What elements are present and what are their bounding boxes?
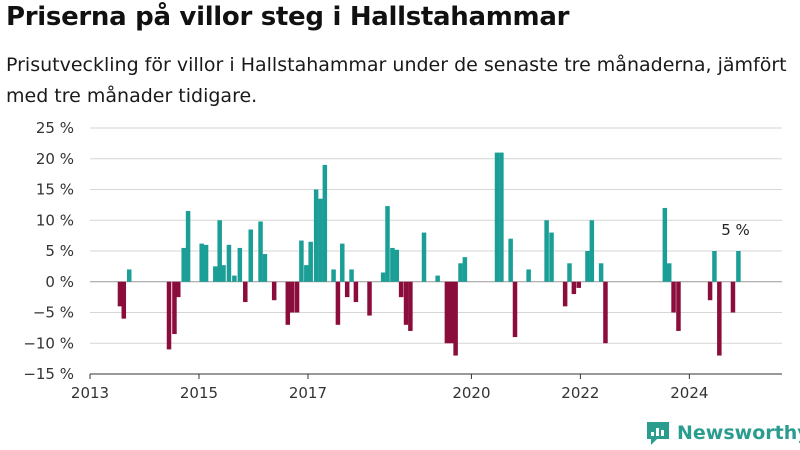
bar-negative xyxy=(671,281,676,313)
bar-negative xyxy=(294,281,300,313)
chart-title: Priserna på villor steg i Hallstahammar xyxy=(6,2,570,32)
bar-positive xyxy=(585,251,590,282)
bar-positive xyxy=(248,229,253,282)
bar-positive xyxy=(308,241,313,282)
bar-negative xyxy=(285,281,291,325)
bar-positive xyxy=(199,243,204,282)
bar-negative xyxy=(676,281,681,331)
bar-negative xyxy=(271,281,277,301)
bar-positive xyxy=(526,269,531,282)
bar-positive xyxy=(394,249,400,282)
bar-negative xyxy=(335,281,341,325)
bar-positive xyxy=(462,257,468,282)
bar-positive xyxy=(598,263,604,282)
bar-negative xyxy=(367,281,372,316)
bar-negative xyxy=(717,281,722,356)
y-tick-label: −10 % xyxy=(23,334,74,352)
bar-negative xyxy=(707,281,713,301)
bar-positive xyxy=(549,232,554,282)
bar-negative xyxy=(166,281,172,350)
bar-negative xyxy=(449,281,454,344)
bar-positive xyxy=(508,238,513,282)
bar-positive xyxy=(712,251,717,282)
bar-negative xyxy=(289,281,295,313)
x-tick-label: 2013 xyxy=(71,384,109,402)
bar-positive xyxy=(390,247,395,282)
bar-negative xyxy=(121,281,127,319)
x-tick-label: 2015 xyxy=(180,384,218,402)
bar-positive xyxy=(435,275,440,282)
y-tick-label: 25 % xyxy=(36,119,74,137)
y-tick-label: −5 % xyxy=(33,304,74,322)
bar-negative xyxy=(562,281,568,307)
bar-positive xyxy=(313,189,319,282)
y-tick-label: 0 % xyxy=(45,273,74,291)
bar-negative xyxy=(603,281,608,344)
bar-negative xyxy=(730,281,736,313)
bar-positive xyxy=(262,254,268,282)
bar-positive xyxy=(567,263,572,282)
bar-negative xyxy=(576,281,582,288)
bar-negative xyxy=(243,281,248,303)
y-tick-label: 5 % xyxy=(45,242,74,260)
bar-positive xyxy=(304,265,309,282)
bar-positive xyxy=(589,220,595,282)
latest-value-label: 5 % xyxy=(721,221,750,239)
x-tick-label: 2020 xyxy=(452,384,490,402)
brand-name: Newsworthy xyxy=(677,422,800,444)
bar-positive xyxy=(736,251,741,282)
bar-positive xyxy=(666,263,672,282)
y-tick-label: 10 % xyxy=(36,211,74,229)
bar-positive xyxy=(421,232,427,282)
bar-negative xyxy=(444,281,450,344)
bar-positive xyxy=(385,206,390,282)
newsworthy-logo-icon xyxy=(647,422,669,445)
x-tick-label: 2024 xyxy=(670,384,708,402)
bar-negative xyxy=(398,281,404,298)
bar-positive xyxy=(299,240,304,282)
bar-positive xyxy=(232,275,237,282)
bar-positive xyxy=(318,198,323,282)
bar-negative xyxy=(353,281,359,303)
bar-positive xyxy=(258,221,263,282)
bar-positive xyxy=(181,247,186,282)
bar-negative xyxy=(117,281,123,307)
bar-negative xyxy=(344,281,350,298)
bar-positive xyxy=(494,152,500,282)
bar-positive xyxy=(213,266,218,282)
bar-positive xyxy=(499,152,504,282)
bar-positive xyxy=(380,272,386,282)
bar-positive xyxy=(544,220,549,282)
bar-positive xyxy=(203,244,209,282)
bar-positive xyxy=(221,265,226,282)
bar-positive xyxy=(217,220,222,282)
bar-positive xyxy=(349,269,354,282)
bar-positive xyxy=(322,164,328,282)
x-tick-label: 2022 xyxy=(561,384,599,402)
bar-positive xyxy=(185,211,191,282)
x-tick-label: 2017 xyxy=(289,384,327,402)
y-tick-label: 20 % xyxy=(36,150,74,168)
chart-subtitle: Prisutveckling för villor i Hallstahamma… xyxy=(6,54,787,107)
bar-negative xyxy=(512,281,518,338)
bar-positive xyxy=(126,269,132,282)
bar-negative xyxy=(403,281,409,325)
bar-negative xyxy=(571,281,577,295)
bar-negative xyxy=(408,281,413,331)
bar-negative xyxy=(176,281,181,298)
bar-negative xyxy=(453,281,458,356)
bar-positive xyxy=(237,247,243,282)
bar-positive xyxy=(331,269,336,282)
brand-logo: Newsworthy xyxy=(645,419,800,447)
y-tick-label: −15 % xyxy=(23,365,74,383)
bar-positive xyxy=(662,207,668,282)
bar-positive xyxy=(226,244,232,282)
bar-positive xyxy=(340,243,345,282)
y-tick-label: 15 % xyxy=(36,181,74,199)
bar-positive xyxy=(458,263,463,282)
bar-negative xyxy=(172,281,177,335)
